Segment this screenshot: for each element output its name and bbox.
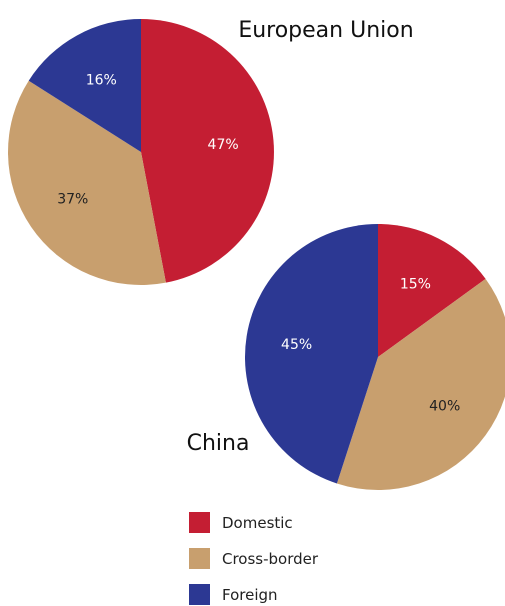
eu-label-cross-border: 37%	[57, 191, 88, 207]
china-chart-title: China	[187, 431, 250, 456]
china-slice-cross-border	[336, 278, 505, 490]
legend-swatch-cross-border	[189, 548, 210, 569]
eu-label-domestic: 47%	[208, 137, 239, 153]
legend-swatch-domestic	[189, 512, 210, 533]
china-label-foreign: 45%	[281, 337, 312, 353]
legend-label-foreign: Foreign	[222, 586, 278, 604]
legend: Domestic Cross-border Foreign	[189, 512, 319, 605]
china-label-cross-border: 40%	[429, 399, 460, 415]
pie-china: 15% 40% 45%	[245, 224, 505, 490]
eu-slice-foreign	[28, 19, 142, 152]
eu-label-foreign: 16%	[86, 73, 117, 89]
china-label-domestic: 15%	[400, 277, 431, 293]
legend-swatch-foreign	[189, 584, 210, 605]
legend-label-domestic: Domestic	[222, 514, 293, 532]
legend-label-cross-border: Cross-border	[222, 550, 319, 568]
pie-european-union: 47% 37% 16%	[8, 19, 274, 285]
eu-chart-title: European Union	[238, 18, 413, 43]
eu-slice-domestic	[141, 19, 274, 283]
china-slice-domestic	[378, 224, 486, 357]
china-slice-foreign	[245, 224, 378, 484]
eu-slice-cross-border	[8, 80, 166, 285]
